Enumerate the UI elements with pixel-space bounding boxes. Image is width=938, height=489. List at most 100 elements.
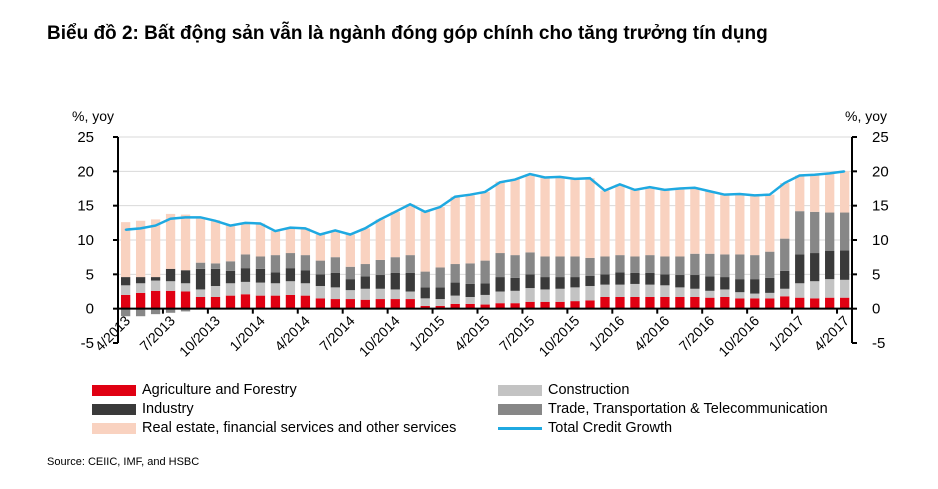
- line-point: [379, 218, 381, 221]
- legend-label: Industry: [142, 401, 194, 417]
- bar-segment: [690, 187, 700, 254]
- bar-segment: [750, 279, 760, 294]
- bar-segment: [180, 291, 191, 309]
- bar-segment: [150, 308, 161, 315]
- x-tick-label: 1/2014: [226, 312, 268, 354]
- bar-segment: [690, 296, 700, 309]
- bar-segment: [120, 277, 131, 286]
- line-point: [319, 233, 322, 236]
- bar-segment: [735, 254, 745, 280]
- line-point: [454, 195, 456, 198]
- bar-segment: [480, 304, 490, 309]
- bar-segment: [600, 284, 610, 297]
- bar-segment: [225, 270, 236, 284]
- bar-segment: [645, 255, 655, 273]
- bar-segment: [330, 299, 340, 309]
- bar-segment: [495, 253, 505, 278]
- bar-segment: [600, 274, 610, 285]
- x-tick-label: 7/2016: [676, 312, 718, 354]
- line-point: [753, 194, 756, 197]
- bar-segment: [120, 285, 131, 295]
- bar-segment: [210, 220, 221, 264]
- x-tick-label: 7/2014: [316, 312, 358, 354]
- y-tick-label-right: 0: [872, 301, 880, 318]
- legend-swatch: [92, 384, 136, 396]
- legend-trade: Trade, Transportation & Telecommunicatio…: [498, 401, 828, 417]
- bar-segment: [495, 303, 505, 309]
- bar-segment: [240, 294, 251, 309]
- bar-segment: [360, 228, 370, 265]
- bar-segment: [405, 255, 415, 273]
- bar-segment: [810, 253, 820, 282]
- bar-segment: [360, 299, 370, 309]
- bar-segment: [510, 255, 520, 278]
- bar-segment: [255, 268, 266, 283]
- bar-segment: [405, 299, 415, 309]
- bar-segment: [540, 277, 550, 290]
- y-tick-label-left: 10: [77, 232, 94, 249]
- x-tick-label: 10/2016: [715, 312, 762, 359]
- bar-segment: [165, 213, 176, 269]
- bar-segment: [795, 175, 805, 212]
- bar-segment: [165, 268, 176, 282]
- legend-swatch: [498, 426, 542, 430]
- bar-segment: [255, 282, 266, 296]
- bar-segment: [345, 299, 355, 309]
- bar-segment: [240, 268, 251, 282]
- bar-segment: [195, 268, 206, 290]
- bar-segment: [780, 296, 790, 309]
- line-point: [169, 217, 172, 220]
- bar-segment: [465, 195, 475, 264]
- line-point: [484, 191, 486, 193]
- x-tick-label: 4/2015: [451, 312, 493, 354]
- bar-segment: [660, 256, 670, 275]
- bar-segment: [810, 298, 820, 309]
- bar-segment: [750, 293, 760, 299]
- bar-segment: [450, 264, 460, 283]
- bar-segment: [240, 222, 251, 255]
- chart-title: Biểu đồ 2: Bất động sản vẫn là ngành đón…: [47, 23, 768, 44]
- bar-segment: [255, 256, 266, 269]
- bar-segment: [660, 274, 670, 286]
- legend-label: Real estate, financial services and othe…: [142, 420, 457, 436]
- bar-segment: [510, 178, 520, 256]
- bar-segment: [645, 296, 655, 309]
- bar-segment: [810, 174, 820, 212]
- bar-segment: [300, 295, 311, 309]
- x-tick-label: 4/2016: [631, 312, 673, 354]
- bar-segment: [405, 204, 415, 256]
- bar-segment: [345, 290, 355, 300]
- line-point: [828, 172, 831, 175]
- bar-segment: [210, 296, 221, 309]
- line-point: [589, 177, 591, 179]
- bar-segment: [165, 281, 176, 291]
- legend-total-credit: Total Credit Growth: [498, 420, 672, 436]
- bar-segment: [285, 253, 296, 269]
- bar-segment: [150, 277, 161, 281]
- bar-segment: [195, 289, 206, 297]
- bar-segment: [375, 299, 385, 309]
- y-axis-label-right: %, yoy: [845, 108, 887, 124]
- bar-segment: [300, 270, 311, 284]
- bar-segment: [480, 260, 490, 284]
- bar-segment: [255, 223, 266, 257]
- bar-segment: [300, 228, 311, 256]
- bar-segment: [795, 254, 805, 284]
- bar-segment: [480, 191, 490, 261]
- line-point: [139, 227, 142, 230]
- bar-segment: [405, 272, 415, 292]
- bar-segment: [330, 272, 340, 288]
- bar-segment: [375, 219, 385, 260]
- bar-segment: [240, 254, 251, 269]
- bar-segment: [420, 211, 430, 272]
- bar-segment: [270, 283, 281, 296]
- bar-segment: [570, 277, 580, 288]
- bar-segment: [180, 283, 191, 292]
- bar-segment: [345, 266, 355, 280]
- bar-segment: [195, 262, 206, 269]
- bar-segment: [600, 256, 610, 275]
- bar-segment: [795, 211, 805, 255]
- bar-segment: [420, 271, 430, 288]
- stacked-bar-line-chart: -5 -5 0 0 5 5 10 10 15 15 20 20 25 25 %, yoy %, yoy 4/20…: [72, 108, 889, 360]
- bar-segment: [585, 257, 595, 276]
